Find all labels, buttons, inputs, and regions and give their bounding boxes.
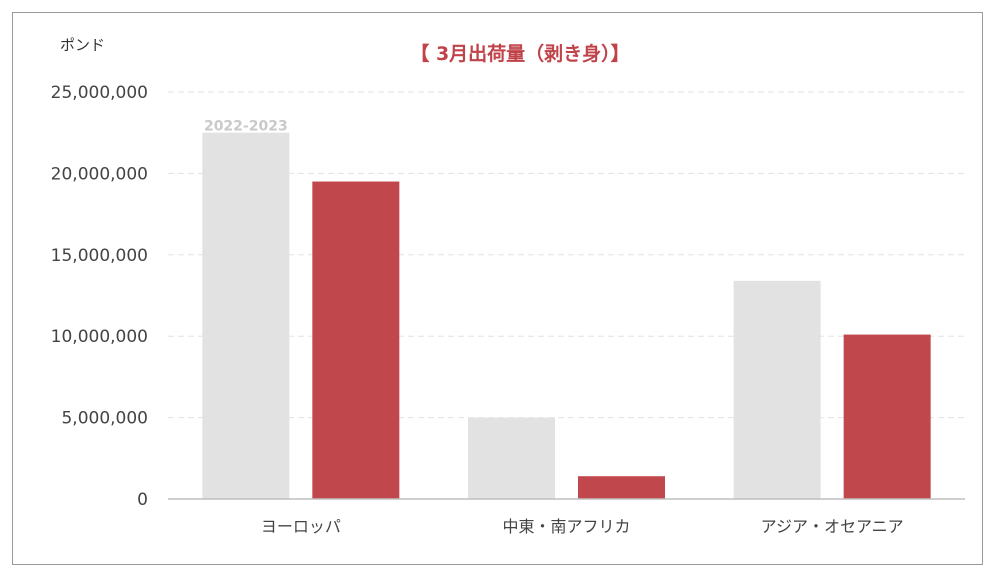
- bars: [202, 132, 931, 500]
- data-labels: 2022-2023: [204, 119, 288, 135]
- y-tick-label: 5,000,000: [61, 409, 148, 429]
- bar-series-1-1: [202, 132, 290, 499]
- x-category-label: アジア・オセアニア: [761, 517, 904, 536]
- bar-series-1-3: [733, 280, 821, 499]
- y-tick-label: 0: [137, 490, 148, 510]
- x-category-label: 中東・南アフリカ: [502, 517, 630, 536]
- bar-series-2-1: [312, 181, 400, 500]
- bar-series-2-3: [843, 334, 931, 499]
- bar-series-2-2: [578, 476, 665, 499]
- chart-title: 【 3月出荷量（剥き身）】: [410, 42, 629, 65]
- y-tick-label: 20,000,000: [51, 164, 148, 184]
- y-tick-label: 10,000,000: [51, 327, 148, 347]
- y-tick-labels: 0 5,000,000 10,000,000 15,000,000 20,000,000…: [51, 83, 148, 510]
- y-axis-unit-label: ポンド: [60, 36, 105, 54]
- x-category-label: ヨーロッパ: [261, 517, 341, 536]
- y-tick-label: 25,000,000: [51, 83, 148, 103]
- category-labels: ヨーロッパ 中東・南アフリカ アジア・オセアニア: [261, 517, 904, 536]
- series-name-label: 2022-2023: [204, 119, 288, 135]
- bar-series-1-2: [468, 417, 555, 499]
- gridlines: [168, 91, 965, 419]
- y-tick-label: 15,000,000: [51, 246, 148, 266]
